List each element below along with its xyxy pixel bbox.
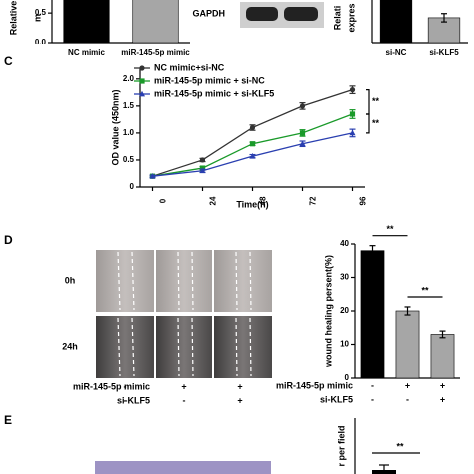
row-label: 0h	[65, 275, 76, 285]
x-tick-label: 24	[209, 196, 218, 205]
y-tick-label: 30	[340, 273, 349, 282]
marker	[299, 140, 306, 147]
y-tick-label: 40	[340, 239, 349, 248]
y-tick-label: 0.5	[35, 8, 47, 17]
x-tick-label: 0	[159, 198, 168, 203]
x-tick-label: NC mimic	[68, 48, 105, 57]
marker	[199, 157, 206, 163]
wound-images	[96, 250, 272, 378]
annotation: **	[421, 285, 429, 295]
marker	[199, 167, 206, 174]
x-tick-label: si-KLF5	[429, 48, 459, 57]
stain-image	[95, 461, 271, 474]
treatment-label: si-KLF5	[320, 394, 353, 404]
y-axis-label: Relative	[8, 1, 18, 36]
marker	[249, 152, 256, 159]
x-tick-label: 72	[309, 196, 318, 205]
treatment-label: miR-145-5p mimic	[73, 381, 150, 391]
annotation: **	[386, 224, 394, 234]
y-tick-label: 1.5	[123, 101, 135, 110]
y-tick-label: 0	[130, 182, 135, 191]
treatment-sign: +	[237, 381, 242, 391]
legend-label: miR-145-5p mimic + si-KLF5	[154, 88, 274, 98]
y-axis-label: Relati	[332, 6, 342, 31]
blot-band	[246, 7, 278, 21]
x-tick-label: si-NC	[386, 48, 407, 57]
treatment-sign: -	[124, 381, 127, 391]
treatment-sign: +	[181, 381, 186, 391]
y-axis-label: expres	[346, 3, 356, 32]
blot-label: GAPDH	[192, 8, 225, 18]
marker	[249, 124, 256, 131]
y-tick-label: 2.0	[123, 74, 135, 83]
bar	[430, 334, 455, 379]
annotation: **	[396, 441, 404, 451]
x-axis-label: Time(h)	[236, 199, 268, 209]
x-tick-label: 96	[359, 196, 368, 205]
bar	[132, 0, 179, 44]
row-label: 24h	[62, 341, 78, 351]
x-tick-label: 48	[259, 196, 268, 205]
blot-band	[284, 7, 318, 21]
legend-label: miR-145-5p mimic + si-NC	[154, 75, 265, 85]
y-tick-label: 0	[345, 373, 350, 382]
treatment-sign: +	[440, 380, 445, 390]
marker	[299, 103, 306, 109]
treatment-sign: +	[440, 394, 445, 404]
y-axis-label: wound healing persent(%)	[323, 255, 333, 368]
treatment-sign: -	[371, 380, 374, 390]
chart: 0 24 48 72 96 0 0.5 1.0 1.5 2.0 Time(h) OD value (4…	[110, 62, 379, 209]
line	[152, 89, 353, 177]
treatment-sign: +	[237, 395, 242, 405]
y-tick-label: 10	[340, 340, 349, 349]
bar	[372, 470, 396, 474]
marker	[349, 87, 356, 93]
chart	[371, 0, 468, 44]
marker	[139, 78, 145, 84]
bracket	[366, 113, 370, 134]
y-tick-label: 0.5	[123, 155, 135, 164]
treatment-label: si-KLF5	[117, 395, 150, 405]
marker	[249, 141, 256, 147]
treatment-sign: +	[405, 380, 410, 390]
y-tick-label: 0.0	[35, 38, 47, 47]
panel-letter: E	[4, 413, 12, 427]
y-tick-label: 1.0	[123, 128, 135, 137]
y-axis-label: OD value (450nm)	[110, 89, 120, 165]
y-axis-label: r per field	[336, 425, 346, 466]
bar	[63, 0, 110, 44]
treatment-sign: -	[183, 395, 186, 405]
y-tick-label: 20	[340, 306, 349, 315]
legend-label: NC mimic+si-NC	[154, 62, 225, 72]
x-tick-label: miR-145-5p mimic	[121, 48, 190, 57]
marker	[149, 172, 156, 179]
bar	[379, 0, 413, 44]
treatment-sign: -	[371, 394, 374, 404]
y-axis-label: m	[32, 14, 42, 22]
bracket	[366, 89, 370, 115]
treatment-label: miR-145-5p mimic	[276, 380, 353, 390]
marker	[349, 129, 356, 136]
bar	[395, 310, 420, 379]
bar	[360, 250, 385, 379]
treatment-sign: -	[406, 394, 409, 404]
panel-letter: D	[4, 233, 13, 247]
marker	[299, 130, 306, 136]
treatment-sign: -	[124, 395, 127, 405]
chart: 0.0 0.5	[35, 0, 190, 47]
marker	[139, 90, 145, 97]
annotation: **	[372, 118, 380, 128]
marker	[349, 111, 356, 117]
annotation: **	[372, 96, 380, 106]
panel-letter: C	[4, 54, 13, 68]
marker	[139, 65, 145, 71]
chart: 0 10 20 30 40	[340, 239, 460, 382]
